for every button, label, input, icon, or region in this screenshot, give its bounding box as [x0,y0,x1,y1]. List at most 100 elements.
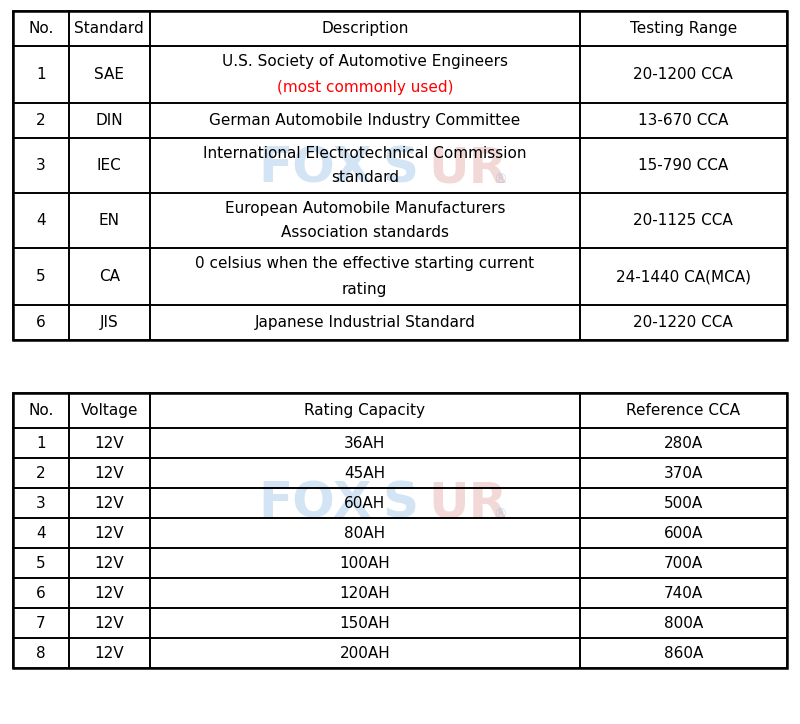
Text: 13-670 CCA: 13-670 CCA [638,113,729,128]
Text: 60AH: 60AH [344,495,386,510]
Bar [150,638,579,668]
Bar [579,248,787,305]
Bar [579,488,787,518]
Text: standard: standard [330,170,398,185]
Text: 12V: 12V [94,526,124,541]
Text: 45AH: 45AH [344,466,386,481]
Text: No.: No. [28,403,54,418]
Text: IEC: IEC [97,158,122,173]
Bar [13,458,69,488]
Text: 800A: 800A [664,615,703,631]
Text: JIS: JIS [100,315,118,330]
Text: 12V: 12V [94,466,124,481]
Text: SAE: SAE [94,67,124,82]
Text: 12V: 12V [94,495,124,510]
Bar [579,393,787,428]
Bar [150,138,579,193]
Bar [579,193,787,248]
Text: 24-1440 CA(MCA): 24-1440 CA(MCA) [616,269,750,284]
Text: (most commonly used): (most commonly used) [277,80,453,95]
Text: Voltage: Voltage [81,403,138,418]
Text: 5: 5 [36,269,46,284]
Bar [579,578,787,608]
Bar [150,46,579,103]
Text: 12V: 12V [94,646,124,660]
Bar [150,305,579,340]
Text: 12V: 12V [94,436,124,450]
Bar [69,46,150,103]
Bar [13,548,69,578]
Text: 700A: 700A [664,555,703,571]
Bar [69,638,150,668]
Bar [13,11,69,46]
Text: 7: 7 [36,615,46,631]
Text: 0 celsius when the effective starting current: 0 celsius when the effective starting cu… [195,256,534,272]
Text: UR: UR [428,144,507,193]
Text: 80AH: 80AH [344,526,386,541]
Text: 150AH: 150AH [339,615,390,631]
Bar [579,103,787,138]
Text: 100AH: 100AH [339,555,390,571]
Text: Japanese Industrial Standard: Japanese Industrial Standard [254,315,475,330]
Text: European Automobile Manufacturers: European Automobile Manufacturers [225,201,505,216]
Bar [579,458,787,488]
Bar [13,608,69,638]
Text: 3: 3 [36,158,46,173]
Bar [579,11,787,46]
Text: EN: EN [99,213,120,228]
Text: 20-1200 CCA: 20-1200 CCA [634,67,733,82]
Text: UR: UR [428,479,507,527]
Text: Testing Range: Testing Range [630,21,737,36]
Text: FOX: FOX [258,479,372,527]
Text: 20-1220 CCA: 20-1220 CCA [634,315,733,330]
Text: 6: 6 [36,315,46,330]
Text: 12V: 12V [94,555,124,571]
Text: S: S [382,479,418,527]
Bar [69,248,150,305]
Text: rating: rating [342,282,387,297]
Text: 1: 1 [36,67,46,82]
Bar [13,248,69,305]
Text: 36AH: 36AH [344,436,386,450]
Text: 3: 3 [36,495,46,510]
Text: 5: 5 [36,555,46,571]
Bar [69,103,150,138]
Bar [69,193,150,248]
Bar [13,103,69,138]
Text: 280A: 280A [664,436,703,450]
Text: 15-790 CCA: 15-790 CCA [638,158,729,173]
Text: 500A: 500A [664,495,703,510]
Text: Description: Description [321,21,409,36]
Bar [69,428,150,458]
Text: ®: ® [493,508,507,522]
Bar [579,46,787,103]
Text: 6: 6 [36,586,46,600]
Bar [579,548,787,578]
Text: 4: 4 [36,213,46,228]
Bar [13,393,69,428]
Text: CA: CA [99,269,120,284]
Text: 600A: 600A [663,526,703,541]
Bar [69,138,150,193]
Bar [69,488,150,518]
Bar [150,393,579,428]
Bar [579,138,787,193]
Text: 2: 2 [36,466,46,481]
Text: Association standards: Association standards [281,225,449,240]
Text: ®: ® [493,173,507,188]
Text: 8: 8 [36,646,46,660]
Bar [69,608,150,638]
Text: Standard: Standard [74,21,144,36]
Bar [13,578,69,608]
Bar [69,305,150,340]
Bar [13,193,69,248]
Text: No.: No. [28,21,54,36]
Text: International Electrotechnical Commission: International Electrotechnical Commissio… [203,146,526,161]
Bar [150,248,579,305]
Bar [150,458,579,488]
Bar [579,518,787,548]
Text: FOX: FOX [258,144,372,193]
Bar [150,608,579,638]
Bar [579,428,787,458]
Text: S: S [382,144,418,193]
